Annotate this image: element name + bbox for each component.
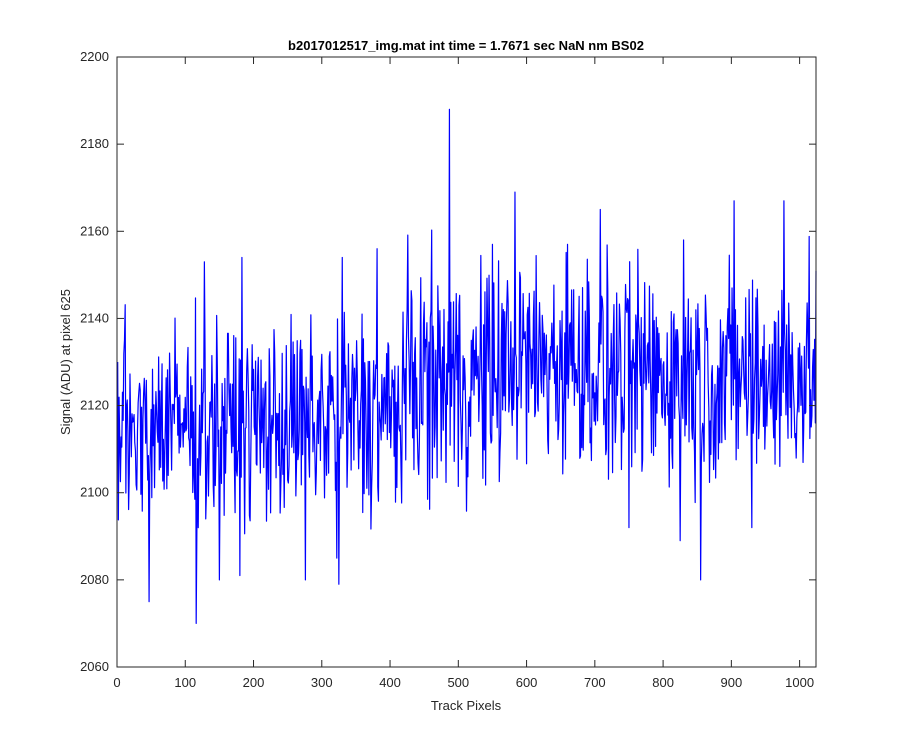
y-axis-label: Signal (ADU) at pixel 625 — [58, 289, 73, 435]
x-tick-label: 500 — [447, 675, 469, 690]
series-group — [117, 108, 817, 625]
x-axis-label: Track Pixels — [431, 698, 502, 713]
x-tick-label: 700 — [584, 675, 606, 690]
x-tick-label: 300 — [311, 675, 333, 690]
y-tick-label: 2160 — [80, 223, 109, 238]
y-tick-label: 2060 — [80, 659, 109, 674]
x-tick-label: 200 — [243, 675, 265, 690]
y-tick-label: 2100 — [80, 485, 109, 500]
x-tick-label: 800 — [652, 675, 674, 690]
x-tick-label: 0 — [113, 675, 120, 690]
x-axis: 0 100 200 300 400 500 600 700 800 900 1000 — [113, 57, 814, 690]
x-tick-label: 900 — [721, 675, 743, 690]
x-tick-label: 400 — [379, 675, 401, 690]
y-tick-label: 2140 — [80, 310, 109, 325]
y-tick-label: 2120 — [80, 398, 109, 413]
axes-box — [116, 56, 817, 668]
y-tick-label: 2200 — [80, 49, 109, 64]
x-tick-label: 600 — [516, 675, 538, 690]
chart-title: b2017012517_img.mat int time = 1.7671 se… — [288, 38, 644, 53]
y-tick-label: 2080 — [80, 572, 109, 587]
x-tick-label: 1000 — [785, 675, 814, 690]
plot-area — [117, 57, 816, 667]
y-tick-label: 2180 — [80, 136, 109, 151]
x-tick-label: 100 — [174, 675, 196, 690]
series-line — [117, 108, 817, 625]
y-axis: 2060 2080 2100 2120 2140 2160 2180 2200 — [80, 49, 816, 674]
